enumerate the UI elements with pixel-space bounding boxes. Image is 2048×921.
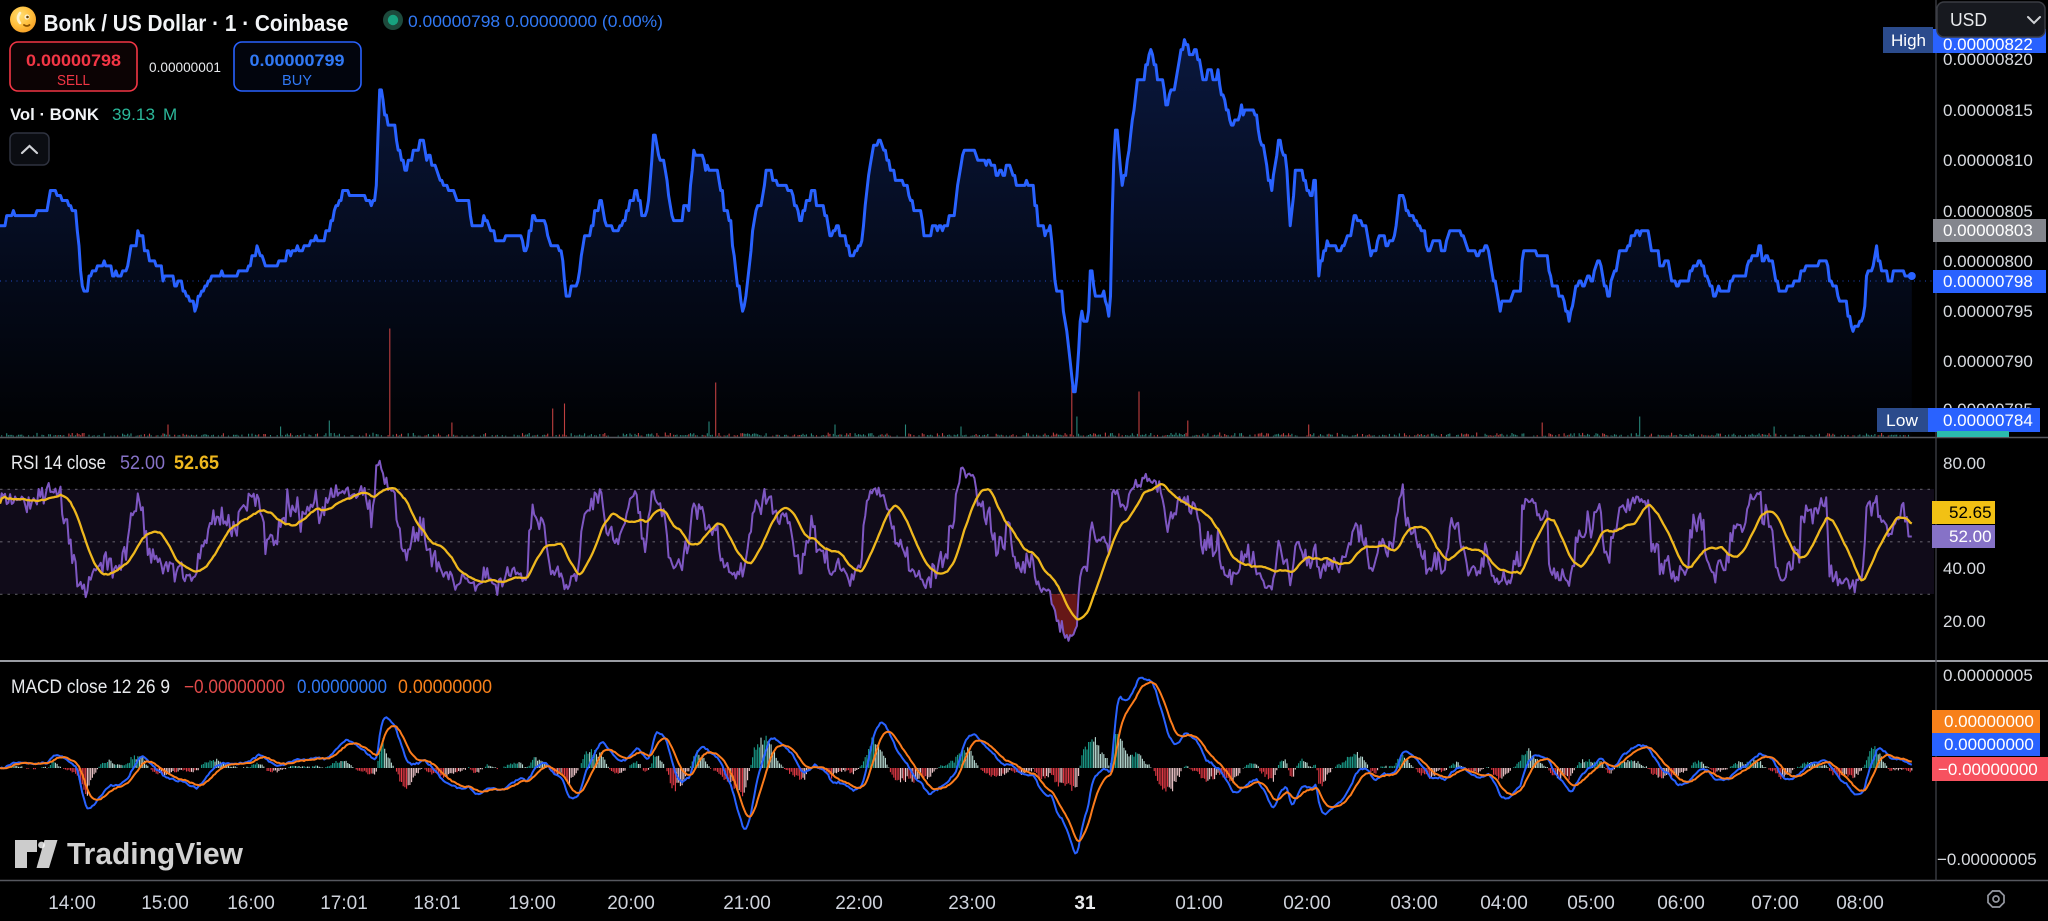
svg-text:0.00000790: 0.00000790: [1943, 352, 2033, 371]
svg-text:0.00000000: 0.00000000: [1944, 735, 2034, 754]
svg-text:04:00: 04:00: [1480, 893, 1528, 914]
svg-text:RSI 14 close: RSI 14 close: [11, 453, 106, 474]
svg-text:SELL: SELL: [57, 73, 90, 89]
svg-text:0.00000800: 0.00000800: [1943, 252, 2033, 271]
svg-text:M: M: [163, 105, 177, 124]
svg-text:0.00000001: 0.00000001: [149, 59, 221, 75]
svg-text:01:00: 01:00: [1175, 893, 1223, 914]
svg-text:07:00: 07:00: [1751, 893, 1799, 914]
svg-text:05:00: 05:00: [1567, 893, 1615, 914]
svg-text:−0.00000000: −0.00000000: [1938, 760, 2038, 779]
svg-text:0.00000000: 0.00000000: [1944, 712, 2034, 731]
svg-text:03:00: 03:00: [1390, 893, 1438, 914]
svg-text:19:00: 19:00: [508, 893, 556, 914]
svg-text:0.00000000: 0.00000000: [398, 677, 492, 698]
svg-text:17:01: 17:01: [320, 893, 368, 914]
svg-text:39.13: 39.13: [112, 105, 155, 124]
svg-text:40.00: 40.00: [1943, 559, 1986, 578]
svg-text:0.00000815: 0.00000815: [1943, 101, 2033, 120]
svg-text:06:00: 06:00: [1657, 893, 1705, 914]
svg-text:MACD close 12 26 9: MACD close 12 26 9: [11, 677, 170, 698]
svg-text:21:00: 21:00: [723, 893, 771, 914]
svg-text:31: 31: [1074, 893, 1096, 914]
svg-text:16:00: 16:00: [227, 893, 275, 914]
svg-text:0.00000803: 0.00000803: [1943, 221, 2033, 240]
svg-text:High: High: [1891, 32, 1926, 50]
svg-text:22:00: 22:00: [835, 893, 883, 914]
svg-text:02:00: 02:00: [1283, 893, 1331, 914]
svg-text:BUY: BUY: [282, 73, 312, 89]
svg-text:80.00: 80.00: [1943, 454, 1986, 473]
svg-text:0.00000798: 0.00000798: [1943, 272, 2033, 291]
svg-text:0.00000799: 0.00000799: [250, 51, 345, 70]
svg-text:14:00: 14:00: [48, 893, 96, 914]
svg-text:−0.00000000: −0.00000000: [184, 677, 285, 698]
svg-text:Bonk / US Dollar · 1 · Coinbas: Bonk / US Dollar · 1 · Coinbase: [44, 10, 349, 36]
svg-text:20:00: 20:00: [607, 893, 655, 914]
svg-text:18:01: 18:01: [413, 893, 461, 914]
svg-text:52.00: 52.00: [1949, 527, 1992, 546]
svg-text:52.65: 52.65: [174, 453, 219, 474]
svg-text:0.00000805: 0.00000805: [1943, 202, 2033, 221]
svg-text:52.65: 52.65: [1949, 503, 1992, 522]
svg-text:20.00: 20.00: [1943, 612, 1986, 631]
svg-text:0.00000822: 0.00000822: [1943, 35, 2033, 54]
svg-text:0.00000798: 0.00000798: [26, 51, 121, 70]
svg-text:0.00000798 0.00000000 (0.00%): 0.00000798 0.00000000 (0.00%): [408, 12, 663, 31]
svg-text:Vol · BONK: Vol · BONK: [10, 105, 100, 124]
svg-text:0.00000795: 0.00000795: [1943, 302, 2033, 321]
svg-text:0.00000810: 0.00000810: [1943, 151, 2033, 170]
svg-text:USD: USD: [1950, 10, 1987, 30]
svg-text:0.00000820: 0.00000820: [1943, 50, 2033, 69]
svg-text:0.00000784: 0.00000784: [1943, 411, 2033, 430]
svg-text:0.00000005: 0.00000005: [1943, 666, 2033, 685]
svg-text:23:00: 23:00: [948, 893, 996, 914]
svg-text:52.00: 52.00: [120, 453, 165, 474]
svg-text:−0.00000005: −0.00000005: [1937, 850, 2037, 869]
svg-text:08:00: 08:00: [1836, 893, 1884, 914]
svg-text:0.00000000: 0.00000000: [297, 677, 387, 698]
svg-text:TradingView: TradingView: [67, 836, 244, 871]
svg-text:Low: Low: [1886, 412, 1918, 430]
svg-text:15:00: 15:00: [141, 893, 189, 914]
